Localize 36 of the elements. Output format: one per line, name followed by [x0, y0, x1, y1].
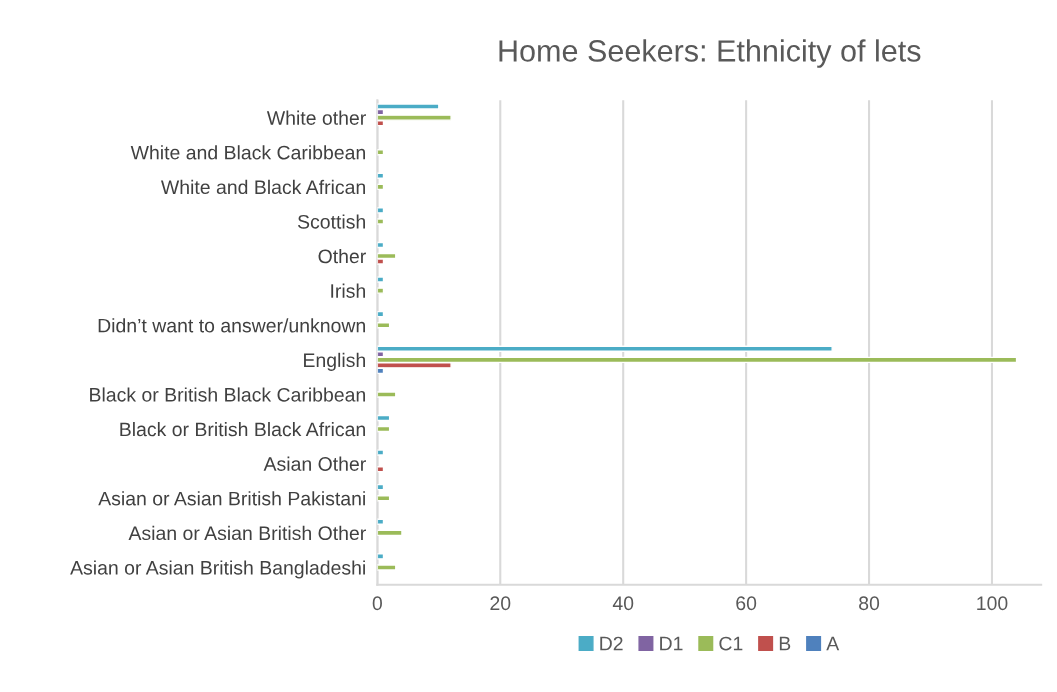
chart-title: Home Seekers: Ethnicity of lets [499, 39, 921, 68]
y-tick-label: White and Black African [160, 179, 365, 195]
y-tick-label: Irish [331, 283, 365, 298]
y-tick-label: Black or British Black Caribbean [90, 387, 365, 402]
y-tick-label: Didn’t want to answer/unknown [98, 318, 365, 333]
x-tick-label: 20 [490, 596, 511, 611]
bar [377, 276, 385, 283]
x-tick-label: 60 [736, 596, 757, 611]
bar [377, 449, 385, 456]
legend-label: D1 [660, 636, 683, 651]
x-tick-label: 0 [372, 596, 382, 611]
bar [377, 553, 385, 560]
y-tick-label: White and Black Caribbean [130, 145, 365, 160]
y-tick-label: Asian Other [263, 456, 366, 471]
bar [377, 103, 440, 110]
bar [377, 287, 385, 294]
y-tick-label: Asian or Asian British Pakistani [98, 491, 365, 506]
y-tick-label: Other [318, 248, 366, 264]
y-tick-label: Black or British Black African [120, 421, 365, 437]
x-tick-label: 80 [859, 596, 880, 611]
bar [377, 564, 397, 571]
y-tick-label: English [304, 352, 365, 371]
y-tick-label: White other [266, 110, 366, 125]
bar [377, 207, 385, 214]
bar [377, 391, 397, 398]
legend-label: A [826, 636, 840, 651]
legend-label: C1 [719, 636, 743, 651]
bar [377, 218, 385, 225]
x-tick-label: 100 [977, 596, 1008, 611]
y-tick-label: Scottish [297, 214, 365, 229]
legend-label: B [779, 636, 791, 651]
bar [377, 529, 403, 537]
y-tick-label: Asian or Asian British Other [128, 525, 366, 541]
y-tick-label: Asian or Asian British Bangladeshi [70, 560, 365, 579]
legend-label: D2 [600, 636, 623, 651]
x-tick-label: 40 [612, 596, 634, 611]
